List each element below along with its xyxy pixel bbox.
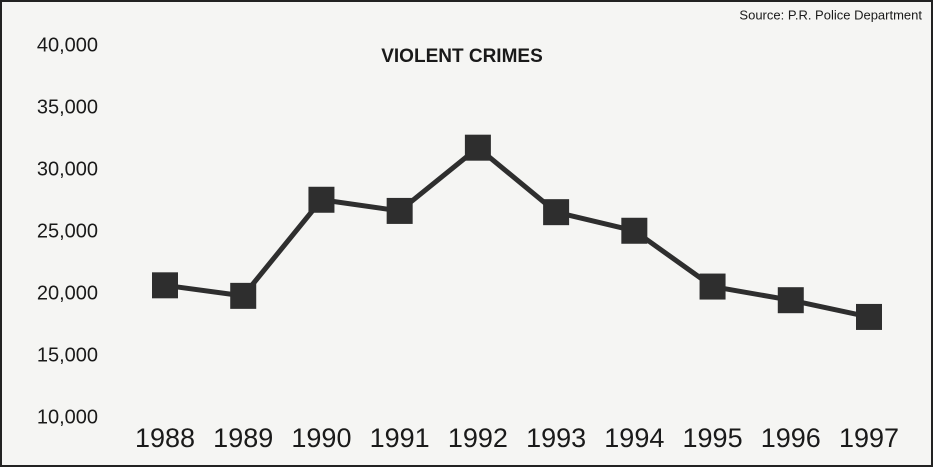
y-tick-label: 25,000 — [37, 220, 98, 242]
x-tick-label: 1992 — [448, 423, 508, 453]
x-tick-label: 1990 — [291, 423, 351, 453]
point-marker — [386, 197, 413, 224]
point-marker — [308, 186, 335, 213]
y-tick-label: 20,000 — [37, 282, 98, 304]
x-tick-label: 1991 — [370, 423, 430, 453]
x-tick-label: 1994 — [604, 423, 664, 453]
point-marker — [543, 199, 570, 226]
point-marker — [699, 273, 726, 300]
y-tick-label: 40,000 — [37, 34, 98, 56]
x-tick-label: 1993 — [526, 423, 586, 453]
point-marker — [777, 287, 804, 314]
point-marker — [621, 217, 648, 244]
point-marker — [230, 282, 257, 309]
series-line — [164, 145, 870, 320]
chart-title: VIOLENT CRIMES — [381, 46, 543, 67]
x-tick-label: 1988 — [135, 423, 195, 453]
point-marker — [464, 134, 491, 161]
x-tick-label: 1997 — [839, 423, 899, 453]
x-tick-label: 1996 — [761, 423, 821, 453]
y-tick-label: 15,000 — [37, 344, 98, 366]
y-tick-label: 10,000 — [37, 406, 98, 428]
source-note: Source: P.R. Police Department — [739, 7, 922, 22]
point-marker — [856, 303, 882, 330]
x-tick-label: 1995 — [683, 423, 743, 453]
y-tick-label: 35,000 — [37, 96, 98, 118]
x-tick-label: 1989 — [213, 423, 273, 453]
point-marker — [152, 272, 178, 299]
y-tick-label: 30,000 — [37, 158, 98, 180]
